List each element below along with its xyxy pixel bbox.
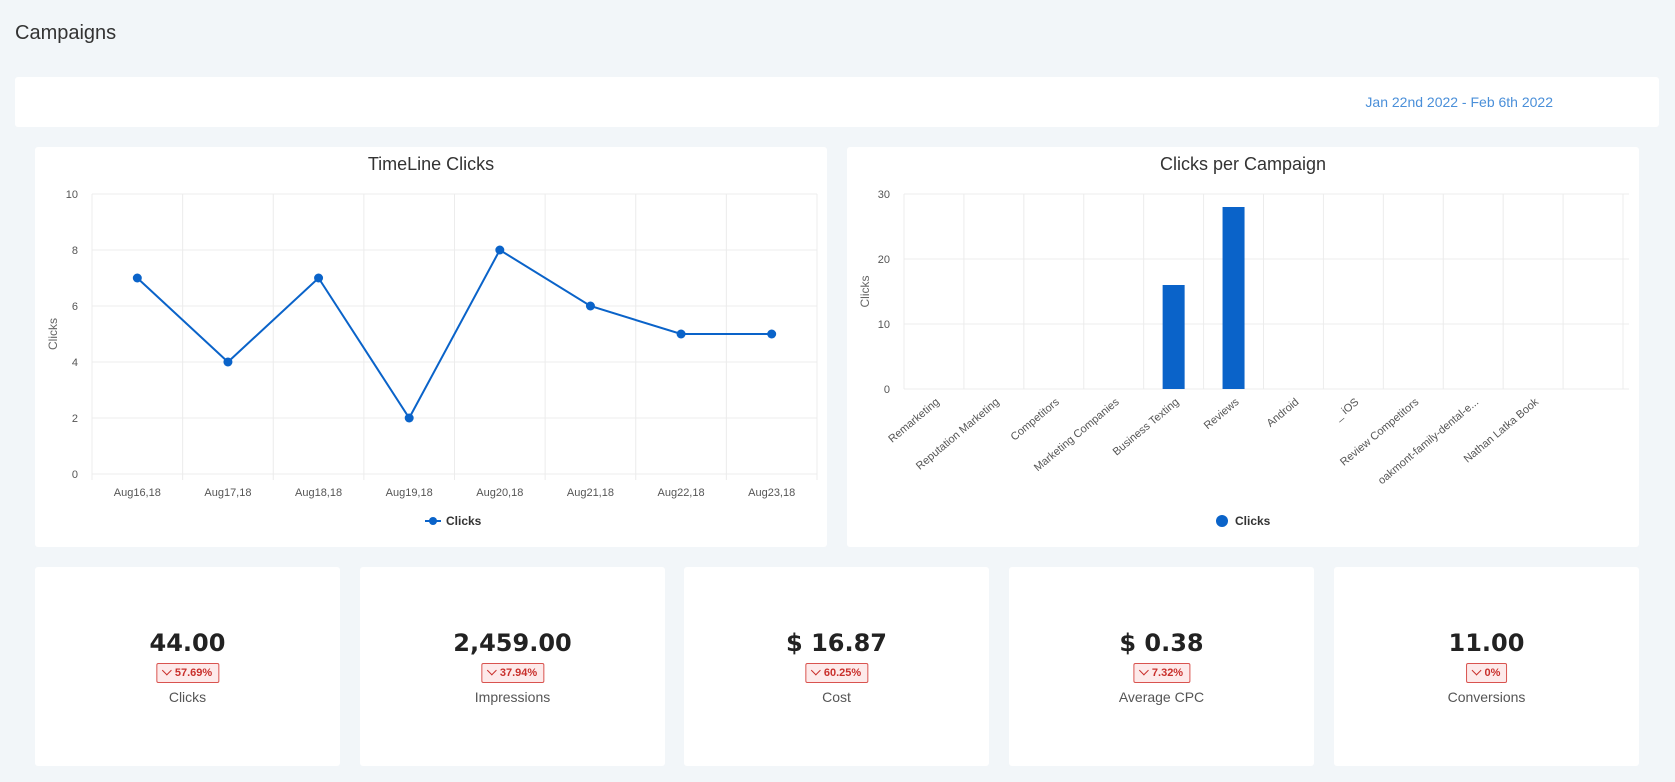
data-point <box>767 329 777 339</box>
y-tick-label: 0 <box>884 384 890 396</box>
x-tick-label: Aug16,18 <box>114 487 161 499</box>
legend-label: Clicks <box>1235 514 1271 528</box>
kpi-label: Clicks <box>168 689 207 705</box>
x-tick-label: Aug21,18 <box>567 487 614 499</box>
x-tick-label: Reviews <box>1202 396 1242 432</box>
kpi-change-value: 7.32% <box>1151 667 1184 679</box>
kpi-label: Cost <box>822 689 851 705</box>
y-tick-label: 20 <box>878 254 890 266</box>
data-point <box>585 301 595 311</box>
chevron-down-icon <box>1471 665 1481 676</box>
chevron-down-icon <box>1138 665 1149 676</box>
x-tick-label: Aug19,18 <box>386 487 433 499</box>
data-point <box>132 273 142 283</box>
kpi-change-badge: 37.94% <box>480 663 545 683</box>
x-tick-label: Remarketing <box>886 396 941 445</box>
date-filter-bar: Jan 22nd 2022 - Feb 6th 2022 <box>15 77 1659 127</box>
x-tick-label: Aug20,18 <box>476 487 523 499</box>
clicks-per-campaign-panel: Clicks per Campaign 0 10 20 30 Clicks Remarket… <box>847 147 1639 547</box>
kpi-value: 44.00 <box>149 629 226 657</box>
legend-label: Clicks <box>446 514 482 528</box>
x-tick-label: oakmont-family-dental-e... <box>1376 396 1481 487</box>
kpi-card-clicks: 44.00 57.69% Clicks <box>35 567 340 766</box>
bar <box>1222 207 1245 389</box>
x-tick-label: Aug23,18 <box>748 487 795 499</box>
kpi-change-value: 60.25% <box>823 667 862 679</box>
x-tick-label: Aug18,18 <box>295 487 342 499</box>
kpi-card-impressions: 2,459.00 37.94% Impressions <box>360 567 665 766</box>
kpi-change-badge: 7.32% <box>1132 663 1191 683</box>
timeline-clicks-panel: TimeLine Clicks 0 2 4 6 8 10 Aug16,18 Aug17,18 Au… <box>35 147 827 547</box>
kpi-label: Average CPC <box>1118 689 1205 705</box>
y-tick-label: 8 <box>72 245 78 257</box>
kpi-change-value: 37.94% <box>499 667 538 679</box>
x-tick-label: Aug17,18 <box>204 487 251 499</box>
kpi-change-badge: 57.69% <box>155 663 220 683</box>
chart-title: Clicks per Campaign <box>1160 154 1326 174</box>
x-tick-label: Android <box>1265 396 1302 430</box>
kpi-change-value: 0% <box>1484 667 1501 679</box>
chart-title: TimeLine Clicks <box>368 154 494 174</box>
kpi-value: 2,459.00 <box>453 629 572 657</box>
y-tick-label: 6 <box>72 301 78 313</box>
chevron-down-icon <box>486 665 497 676</box>
clicks-per-campaign-chart: Clicks per Campaign 0 10 20 30 Clicks Remarket… <box>858 154 1629 528</box>
y-axis-label: Clicks <box>46 318 60 350</box>
data-point <box>404 413 414 423</box>
x-tick-label: _ iOS <box>1332 396 1362 424</box>
date-range-picker[interactable]: Jan 22nd 2022 - Feb 6th 2022 <box>1365 94 1553 110</box>
y-tick-label: 4 <box>72 357 78 369</box>
legend-dot-marker <box>1216 515 1228 527</box>
kpi-label: Conversions <box>1447 689 1526 705</box>
data-point <box>223 357 233 367</box>
data-point <box>314 273 324 283</box>
bar <box>1162 285 1185 389</box>
y-tick-label: 0 <box>72 469 78 481</box>
legend-dot-marker <box>429 517 437 525</box>
x-tick-label: Competitors <box>1009 396 1063 444</box>
x-tick-label: Aug22,18 <box>658 487 705 499</box>
kpi-value: 11.00 <box>1448 629 1525 657</box>
series-line-clicks <box>136 248 772 420</box>
y-tick-label: 30 <box>878 189 890 201</box>
y-tick-label: 2 <box>72 413 78 425</box>
kpi-card-average-cpc: $ 0.38 7.32% Average CPC <box>1009 567 1314 766</box>
kpi-value: $ 16.87 <box>786 629 887 657</box>
data-point <box>676 329 686 339</box>
kpi-change-value: 57.69% <box>174 667 213 679</box>
chevron-down-icon <box>810 665 821 676</box>
timeline-clicks-chart: TimeLine Clicks 0 2 4 6 8 10 Aug16,18 Aug17,18 Au… <box>46 154 818 528</box>
page-title: Campaigns <box>15 22 117 44</box>
y-tick-label: 10 <box>66 189 78 201</box>
kpi-card-cost: $ 16.87 60.25% Cost <box>684 567 989 766</box>
chevron-down-icon <box>161 665 172 676</box>
kpi-card-conversions: 11.00 0% Conversions <box>1334 567 1639 766</box>
y-tick-label: 10 <box>878 319 890 331</box>
kpi-change-badge: 60.25% <box>804 663 869 683</box>
kpi-change-badge: 0% <box>1465 663 1508 683</box>
kpi-value: $ 0.38 <box>1119 629 1204 657</box>
y-axis-label: Clicks <box>858 276 872 308</box>
kpi-label: Impressions <box>474 689 551 705</box>
data-point <box>495 245 505 255</box>
